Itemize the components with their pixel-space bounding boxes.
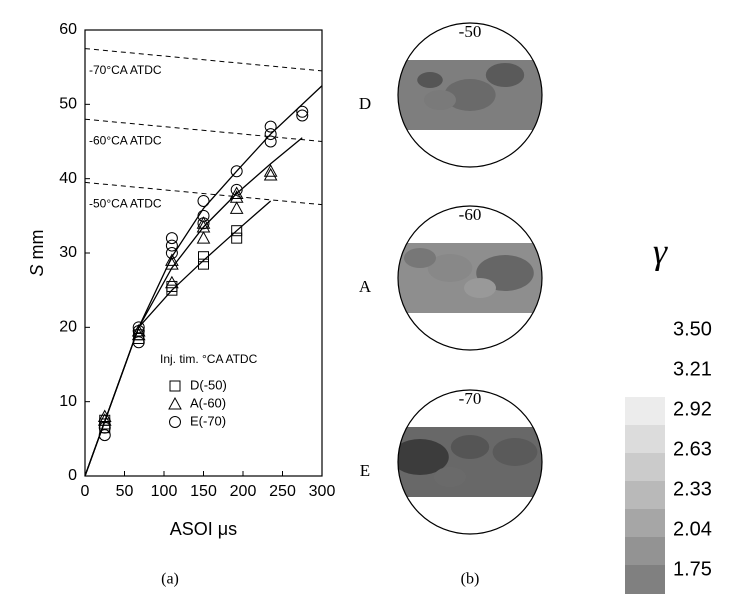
triangle-marker (265, 169, 277, 180)
legend-marker (170, 417, 181, 428)
circle-marker (166, 233, 177, 244)
colorbar-band (625, 453, 665, 482)
circle-marker (198, 210, 209, 221)
colorbar-band (625, 537, 665, 566)
guide-label: -70°CA ATDC (89, 63, 162, 77)
image-texture (493, 438, 538, 466)
image-title: -60 (459, 205, 482, 224)
image-texture (424, 90, 456, 110)
x-axis-label: ASOI μs (170, 519, 237, 539)
colorbar-band (625, 565, 665, 594)
x-tick-label: 300 (309, 483, 336, 500)
y-axis-symbol: S (27, 265, 47, 277)
triangle-marker (231, 202, 243, 213)
colorbar-tick-label: 2.92 (673, 398, 712, 420)
circle-marker (133, 337, 144, 348)
image-texture (434, 467, 466, 487)
circle-marker (99, 422, 110, 433)
circle-marker (265, 121, 276, 132)
colorbar-band (625, 509, 665, 538)
image-title: -50 (459, 22, 482, 41)
caption: (b) (461, 571, 480, 588)
colorbar-tick-label: 3.50 (673, 318, 712, 340)
fit-curve (85, 201, 271, 476)
colorbar-tick-label: 1.75 (673, 558, 712, 580)
guide-label: -50°CA ATDC (89, 197, 162, 211)
y-tick-label: 50 (59, 96, 77, 113)
x-tick-label: 250 (269, 483, 296, 500)
colorbar-tick-label: 2.33 (673, 478, 712, 500)
image-texture (417, 72, 443, 88)
circle-marker (198, 195, 209, 206)
y-axis-label: S mm (27, 229, 47, 276)
y-tick-label: 0 (68, 467, 77, 484)
image-label: A (359, 277, 372, 296)
colorbar-tick-label: 2.63 (673, 438, 712, 460)
x-tick-label: 50 (116, 483, 134, 500)
legend-label: E(-70) (190, 413, 226, 428)
colorbar-band (625, 481, 665, 510)
image-texture (486, 63, 524, 87)
image (395, 60, 545, 130)
y-tick-label: 60 (59, 21, 77, 38)
image-texture (464, 278, 496, 298)
y-tick-label: 10 (59, 393, 77, 410)
image (391, 427, 545, 497)
image-texture (404, 248, 436, 268)
colorbar-band (625, 397, 665, 426)
colorbar-band (625, 425, 665, 454)
legend-marker (170, 381, 180, 391)
x-tick-label: 0 (81, 483, 90, 500)
image-texture (451, 435, 489, 459)
image-label: D (359, 94, 371, 113)
colorbar-tick-label: 3.21 (673, 358, 712, 380)
colorbar-symbol: γ (653, 231, 668, 271)
image-label: E (360, 461, 370, 480)
x-tick-label: 100 (151, 483, 178, 500)
y-tick-label: 20 (59, 319, 77, 336)
y-axis-unit: mm (27, 229, 47, 259)
y-tick-label: 40 (59, 170, 77, 187)
legend-title: Inj. tim. °CA ATDC (160, 352, 258, 366)
legend-marker (169, 398, 181, 409)
image (395, 243, 545, 313)
triangle-marker (198, 232, 210, 243)
figure: 0 50 100 150 200 250 300 0 10 20 30 40 50 60 ASOI μs S … (0, 0, 749, 595)
y-tick-label: 30 (59, 244, 77, 261)
image-title: -70 (459, 389, 482, 408)
legend-label: D(-50) (190, 377, 227, 392)
caption: (a) (161, 571, 179, 588)
x-tick-label: 200 (230, 483, 257, 500)
guide-label: -60°CA ATDC (89, 133, 162, 147)
colorbar-tick-label: 2.04 (673, 518, 712, 540)
legend-label: A(-60) (190, 395, 226, 410)
x-tick-label: 150 (190, 483, 217, 500)
